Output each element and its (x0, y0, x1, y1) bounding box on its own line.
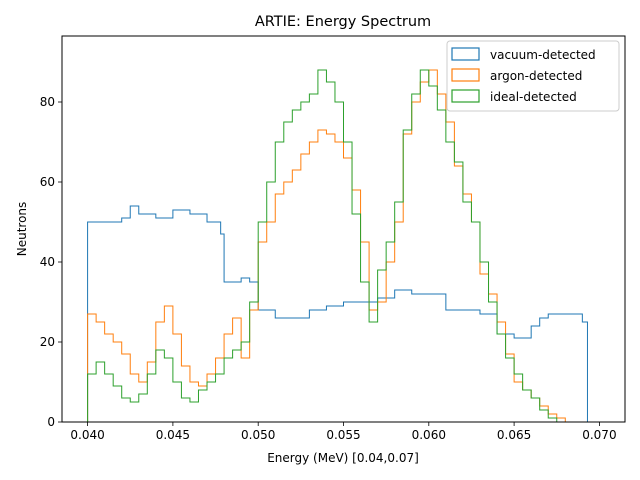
y-axis-ticks: 0 20 40 60 80 (40, 95, 62, 429)
x-tick-label: 0.040 (70, 428, 104, 442)
x-tick-label: 0.070 (582, 428, 616, 442)
y-axis-label: Neutrons (15, 202, 29, 257)
x-axis-label: Energy (MeV) [0.04,0.07] (267, 451, 419, 465)
y-tick-label: 80 (40, 95, 55, 109)
legend-label-ideal: ideal-detected (490, 90, 577, 104)
x-tick-label: 0.050 (241, 428, 275, 442)
x-tick-label: 0.065 (497, 428, 531, 442)
legend-swatch-ideal (451, 89, 480, 103)
chart-title: ARTIE: Energy Spectrum (255, 14, 431, 30)
series-layer (87, 69, 588, 422)
y-tick-label: 40 (40, 255, 55, 269)
series-line-argon-detected (87, 69, 566, 422)
y-tick-label: 60 (40, 175, 55, 189)
x-tick-label: 0.060 (412, 428, 446, 442)
x-axis-ticks: 0.040 0.045 0.050 0.055 0.060 0.065 0.070 (70, 422, 617, 442)
y-tick-label: 0 (47, 415, 55, 429)
series-line-ideal-detected (87, 69, 558, 422)
legend: vacuum-detected argon-detected ideal-det… (446, 40, 620, 112)
y-tick-label: 20 (40, 335, 55, 349)
plot-frame (61, 35, 626, 423)
legend-label-vacuum: vacuum-detected (490, 48, 596, 62)
legend-swatch-argon (451, 68, 480, 82)
x-tick-label: 0.055 (326, 428, 360, 442)
x-tick-label: 0.045 (156, 428, 190, 442)
legend-label-argon: argon-detected (490, 69, 582, 83)
legend-swatch-vacuum (451, 47, 480, 61)
series-line-vacuum-detected (87, 205, 588, 422)
legend-box (446, 40, 620, 112)
